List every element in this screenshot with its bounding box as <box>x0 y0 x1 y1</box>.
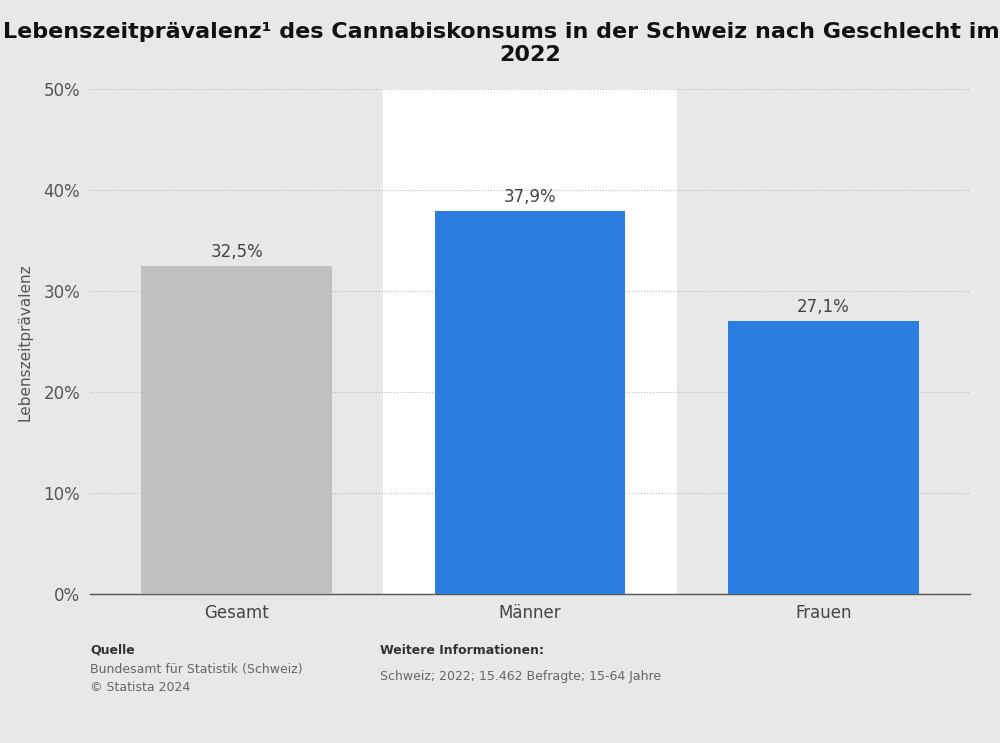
Text: Schweiz; 2022; 15.462 Befragte; 15-64 Jahre: Schweiz; 2022; 15.462 Befragte; 15-64 Ja… <box>380 670 661 683</box>
Y-axis label: Lebenszeitprävalenz: Lebenszeitprävalenz <box>17 263 32 421</box>
Bar <box>383 89 677 594</box>
Text: 32,5%: 32,5% <box>210 243 263 261</box>
Title: Lebenszeitprävalenz¹ des Cannabiskonsums in der Schweiz nach Geschlecht im Jahr
: Lebenszeitprävalenz¹ des Cannabiskonsums… <box>3 22 1000 65</box>
Bar <box>141 266 332 594</box>
Bar <box>90 89 383 594</box>
Bar <box>677 89 970 594</box>
Bar <box>728 320 919 594</box>
Bar <box>435 212 625 594</box>
Text: 27,1%: 27,1% <box>797 297 850 316</box>
Text: 37,9%: 37,9% <box>504 189 556 207</box>
Text: Weitere Informationen:: Weitere Informationen: <box>380 644 544 657</box>
Text: Bundesamt für Statistik (Schweiz)
© Statista 2024: Bundesamt für Statistik (Schweiz) © Stat… <box>90 663 303 694</box>
Text: Quelle: Quelle <box>90 644 135 657</box>
